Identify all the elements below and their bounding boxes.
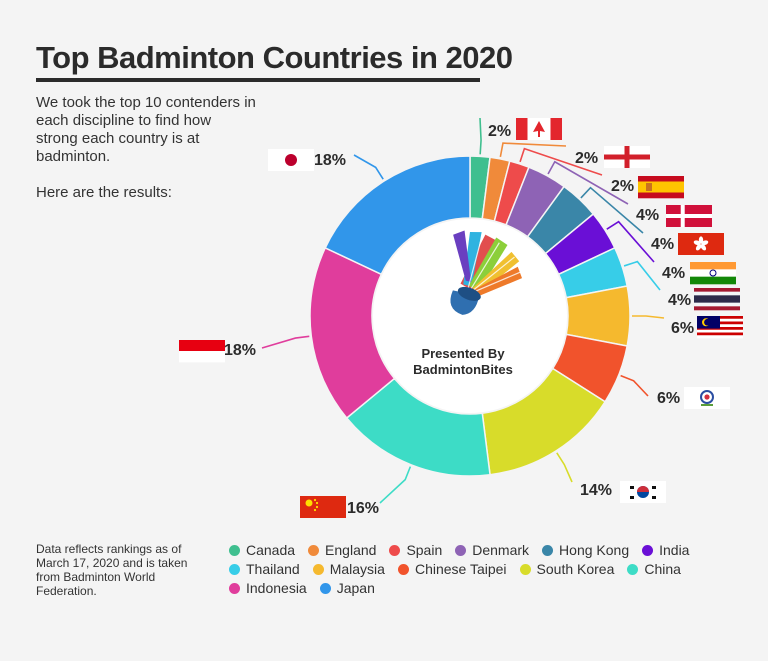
legend-swatch — [397, 563, 409, 575]
slice-label-japan: 18% — [314, 152, 346, 169]
leader-lines — [261, 117, 665, 504]
slice-label-spain: 2% — [611, 178, 634, 195]
slice-label-canada: 2% — [488, 123, 511, 140]
intro-results: Here are the results: — [36, 184, 172, 201]
leader-line-england — [499, 142, 567, 158]
center-text-line2: BadmintonBites — [413, 362, 513, 377]
title-underline — [36, 78, 480, 82]
slice-label-denmark: 4% — [636, 207, 659, 224]
legend-label: Chinese Taipei — [414, 561, 507, 577]
legend-item-hong-kong: Hong Kong — [542, 541, 629, 559]
intro-text: We took the top 10 contenders in each di… — [36, 94, 256, 220]
legend-label: India — [659, 542, 690, 558]
canada-flag-icon — [516, 118, 562, 140]
shuttlecock-icon — [450, 230, 523, 315]
legend-label: Malaysia — [329, 561, 385, 577]
japan-flag-icon — [268, 149, 314, 171]
legend-item-south-korea: South Korea — [519, 560, 615, 578]
center-logo — [450, 230, 523, 315]
legend-label: China — [644, 561, 681, 577]
leader-line-india — [606, 220, 655, 263]
slice-label-china: 16% — [347, 500, 379, 517]
legend-label: Indonesia — [246, 580, 307, 596]
legend-swatch — [229, 582, 240, 594]
slice-label-south-korea: 14% — [580, 482, 612, 499]
legend-item-thailand: Thailand — [229, 560, 300, 578]
leader-line-south-korea — [556, 452, 573, 483]
donut-center — [373, 219, 567, 413]
legend-swatch — [627, 563, 639, 575]
legend-swatch — [642, 544, 654, 556]
legend-label: Thailand — [246, 561, 300, 577]
malaysia-flag-icon — [697, 316, 743, 339]
legend-item-chinese-taipei: Chinese Taipei — [397, 560, 507, 578]
legend-swatch — [229, 544, 240, 556]
leader-line-japan — [353, 154, 384, 180]
slice-label-india: 4% — [662, 265, 685, 282]
slice-labels: 2%2%2%4%4%4%4%6%6%14%16%18%18% — [179, 118, 743, 518]
china-flag-icon — [300, 496, 346, 518]
slice-label-chinese-taipei: 6% — [657, 390, 680, 407]
slice-label-england: 2% — [575, 150, 598, 167]
donut-slices — [309, 155, 631, 477]
legend-swatch — [389, 544, 401, 556]
spain-flag-icon — [638, 176, 684, 199]
leader-line-thailand — [623, 260, 661, 291]
chinese-taipei-flag-icon — [684, 387, 730, 409]
india-flag-icon — [690, 262, 736, 285]
legend-label: Japan — [336, 580, 375, 596]
leader-line-malaysia — [632, 315, 665, 319]
leader-line-spain — [519, 147, 603, 176]
slice-label-thailand: 4% — [668, 292, 691, 309]
legend-item-malaysia: Malaysia — [312, 560, 385, 578]
indonesia-flag-icon — [179, 340, 225, 363]
leader-line-canada — [479, 117, 482, 155]
leader-line-hong-kong — [580, 186, 644, 234]
legend-item-japan: Japan — [319, 579, 375, 597]
legend-swatch — [319, 582, 331, 594]
legend-item-england: England — [308, 541, 376, 559]
intro-paragraph: We took the top 10 contenders in each di… — [36, 94, 256, 165]
thailand-flag-icon — [694, 288, 740, 311]
slice-label-hong-kong: 4% — [651, 236, 674, 253]
slice-label-malaysia: 6% — [671, 320, 694, 337]
legend-label: Denmark — [472, 542, 530, 558]
legend-label: South Korea — [536, 561, 615, 577]
legend-label: England — [325, 542, 377, 558]
legend-label: Canada — [246, 542, 296, 558]
page-title: Top Badminton Countries in 2020 — [36, 40, 513, 75]
leader-line-chinese-taipei — [620, 374, 649, 397]
legend-label: Spain — [406, 542, 443, 558]
denmark-flag-icon — [666, 205, 712, 227]
england-flag-icon — [604, 146, 650, 168]
center-text-line1: Presented By — [421, 346, 505, 361]
slice-japan — [324, 155, 471, 276]
legend-swatch — [312, 563, 324, 575]
slice-label-indonesia: 18% — [224, 342, 256, 359]
leader-line-denmark — [547, 160, 629, 205]
legend-item-denmark: Denmark — [455, 541, 529, 559]
hong-kong-flag-icon — [678, 233, 724, 255]
leader-line-indonesia — [261, 335, 310, 349]
legend-item-china: China — [627, 560, 681, 578]
south-korea-flag-icon — [620, 481, 666, 503]
leader-line-china — [379, 466, 412, 504]
legend-item-spain: Spain — [389, 541, 442, 559]
legend-item-india: India — [642, 541, 689, 559]
legend-swatch — [229, 563, 240, 575]
footnote: Data reflects rankings as of March 17, 2… — [36, 542, 188, 598]
legend-swatch — [308, 544, 320, 556]
legend-item-canada: Canada — [229, 541, 295, 559]
legend-label: Hong Kong — [559, 542, 630, 558]
legend-swatch — [519, 563, 531, 575]
legend-swatch — [455, 544, 467, 556]
legend-swatch — [542, 544, 554, 556]
legend-item-indonesia: Indonesia — [229, 579, 307, 597]
legend: Canada England Spain Denmark Hong Kong India T… — [229, 541, 749, 597]
